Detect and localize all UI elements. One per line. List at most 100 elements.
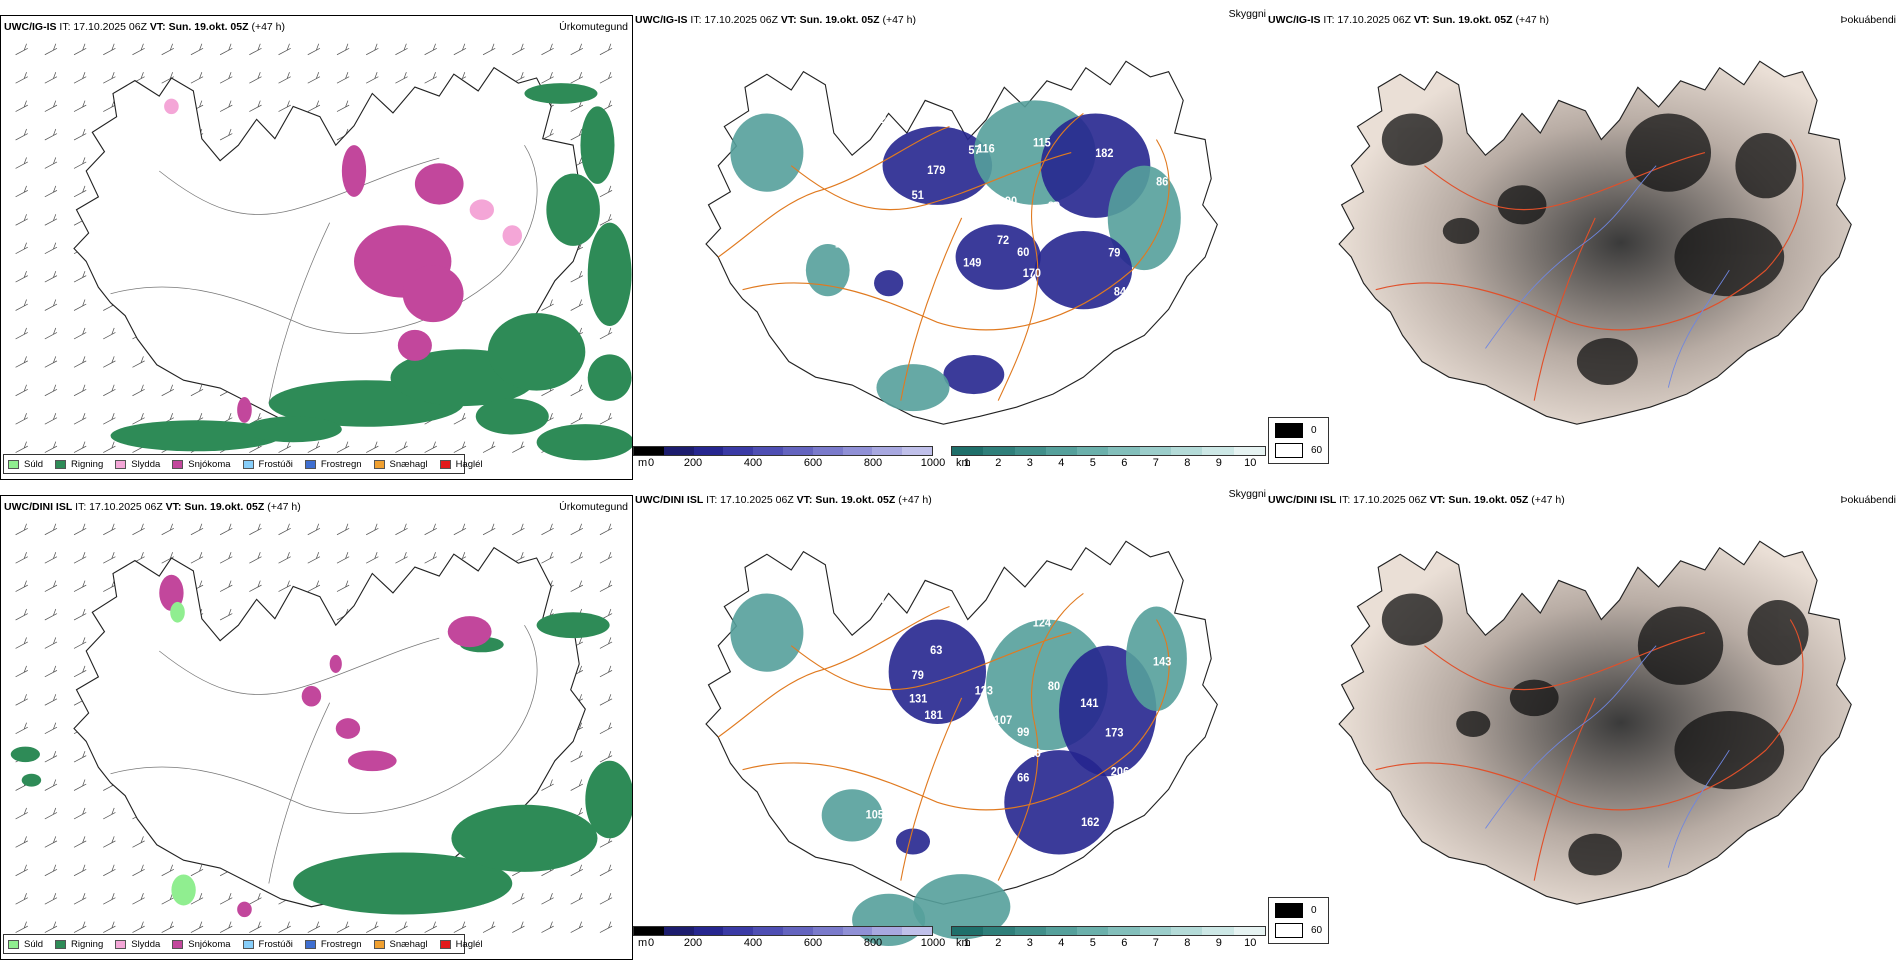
colorbar-tick-label: 800 <box>863 457 883 469</box>
fog-dark-area <box>1442 217 1480 244</box>
colorbar-tick-label: 1 <box>963 457 970 469</box>
panel-header: UWC/IG-IS IT: 17.10.2025 06Z VT: Sun. 19… <box>1268 14 1549 26</box>
visibility-panel-0: 72 102 116 86 114 89 69 72 60 93 115 105 34 91 158 198 1… <box>633 9 1266 479</box>
legend-swatch <box>8 459 19 469</box>
legend-item: Haglél <box>439 459 483 470</box>
fog-legend-label: 0 <box>1311 425 1317 436</box>
fog-dark-area <box>1625 113 1712 192</box>
fog-dark-area <box>1735 133 1797 199</box>
legend-swatch <box>304 939 316 949</box>
colorbar-tick-label: 0 <box>647 457 655 469</box>
legend-swatch <box>172 459 184 469</box>
visibility-value-label: 198 <box>936 84 954 96</box>
visibility-map-0: 72 102 116 86 114 89 69 72 60 93 115 105 34 91 158 198 1… <box>705 60 1218 425</box>
visibility-area <box>874 270 904 297</box>
roads <box>1375 139 1804 401</box>
visibility-field <box>730 593 1187 946</box>
visibility-value-label: 86 <box>1156 176 1168 188</box>
visibility-area <box>888 619 987 724</box>
colorbar-cell <box>663 927 694 935</box>
colorbar-cell <box>1108 927 1140 935</box>
visibility-value-label: 80 <box>1048 680 1060 692</box>
visibility-value-label: 173 <box>1105 727 1123 739</box>
visibility-value-label: 149 <box>963 257 981 269</box>
fog-dark-area <box>1568 833 1623 876</box>
legend-label: Slydda <box>131 458 161 470</box>
colorbar-ticks: km 1 2 3 4 5 6 7 8 9 10 <box>951 936 1266 949</box>
colorbar-tick-label: 2 <box>995 937 1002 949</box>
colorbar-cell <box>983 447 1015 455</box>
colorbar-tick-label: 4 <box>1058 457 1065 469</box>
valid-time: VT: Sun. 19.okt. 05Z <box>149 21 249 33</box>
visibility-value-label: 68 <box>946 750 958 762</box>
visibility-value-label: 165 <box>963 737 981 749</box>
lead-time: (+47 h) <box>267 501 301 513</box>
fog-legend-row: 60 <box>1275 923 1322 938</box>
panel-title: Úrkomutegund <box>559 21 628 33</box>
lead-time: (+47 h) <box>1531 494 1565 506</box>
visibility-value-label: 104 <box>903 752 922 764</box>
visibility-value-label: 141 <box>1080 698 1098 710</box>
colorbar-cell <box>812 927 843 935</box>
fog-legend-swatch <box>1275 423 1303 438</box>
snow-area-3 <box>414 163 464 205</box>
colorbar-cells <box>951 926 1266 936</box>
rain-area-0 <box>293 852 513 915</box>
visibility-area <box>876 364 950 412</box>
legend-item: Frostúði <box>242 939 293 950</box>
colorbar-tick-label: 5 <box>1089 457 1096 469</box>
roads <box>717 592 1170 881</box>
colorbar-tick-label: 200 <box>683 937 703 949</box>
roads <box>717 112 1170 401</box>
visibility-value-label: 105 <box>866 809 884 821</box>
legend-swatch <box>55 459 67 469</box>
visibility-value-label: 83 <box>756 272 768 284</box>
rain-area-5 <box>10 746 40 763</box>
legend-item: Súld <box>8 939 43 950</box>
colorbar-cell <box>1014 927 1046 935</box>
init-time: IT: 17.10.2025 06Z <box>1323 14 1411 26</box>
visibility-area <box>805 244 850 297</box>
colorbar-cell <box>1045 447 1078 455</box>
km-colorbar: km 1 2 3 4 5 6 7 8 9 10 <box>951 446 1266 469</box>
colorbar-cell <box>753 447 783 455</box>
drizzle-area-1 <box>171 874 196 906</box>
drizzle-area-0 <box>170 601 185 623</box>
colorbar-tick-label: 5 <box>1089 937 1096 949</box>
visibility-value-label: 182 <box>1095 148 1113 160</box>
colorbar-ticks: m 0 200 400 600 800 1000 <box>633 936 945 949</box>
visibility-value-label: 131 <box>909 693 927 705</box>
visibility-area <box>1107 165 1181 271</box>
visibility-value-label: 60 <box>1017 247 1029 259</box>
legend-swatch <box>8 939 19 949</box>
visibility-value-label: 77 <box>1198 222 1210 234</box>
rain-area-0 <box>524 83 598 104</box>
colorbar-cells <box>951 446 1266 456</box>
visibility-value-label: 105 <box>1029 372 1047 384</box>
legend-swatch <box>373 459 385 469</box>
fog-legend-swatch <box>1275 903 1303 918</box>
colorbar-cell <box>1077 927 1109 935</box>
visibility-area <box>912 874 1011 940</box>
colorbar-cell <box>902 447 932 455</box>
snow-area-6 <box>237 901 252 918</box>
rain-area-6 <box>21 773 42 787</box>
visibility-value-label: 181 <box>924 710 942 722</box>
visibility-value-label: 84 <box>1094 328 1107 340</box>
legend-item: Snæhagl <box>373 459 428 470</box>
legend-swatch <box>172 939 184 949</box>
visibility-value-label: 29 <box>1017 292 1029 304</box>
visibility-area <box>1126 606 1187 711</box>
legend-swatch <box>115 459 127 469</box>
colorbar-cell <box>1139 447 1172 455</box>
snow-area-4 <box>347 750 397 772</box>
visibility-area <box>1004 750 1114 855</box>
colorbar-cell <box>693 447 724 455</box>
visibility-value-label: 123 <box>975 685 993 697</box>
fog-legend-swatch <box>1275 923 1303 938</box>
colorbar-unit: km <box>956 457 971 469</box>
rain-area-6 <box>487 313 586 391</box>
fog-legend-row: 60 <box>1275 443 1322 458</box>
visibility-value-label: 90 <box>1005 196 1017 208</box>
